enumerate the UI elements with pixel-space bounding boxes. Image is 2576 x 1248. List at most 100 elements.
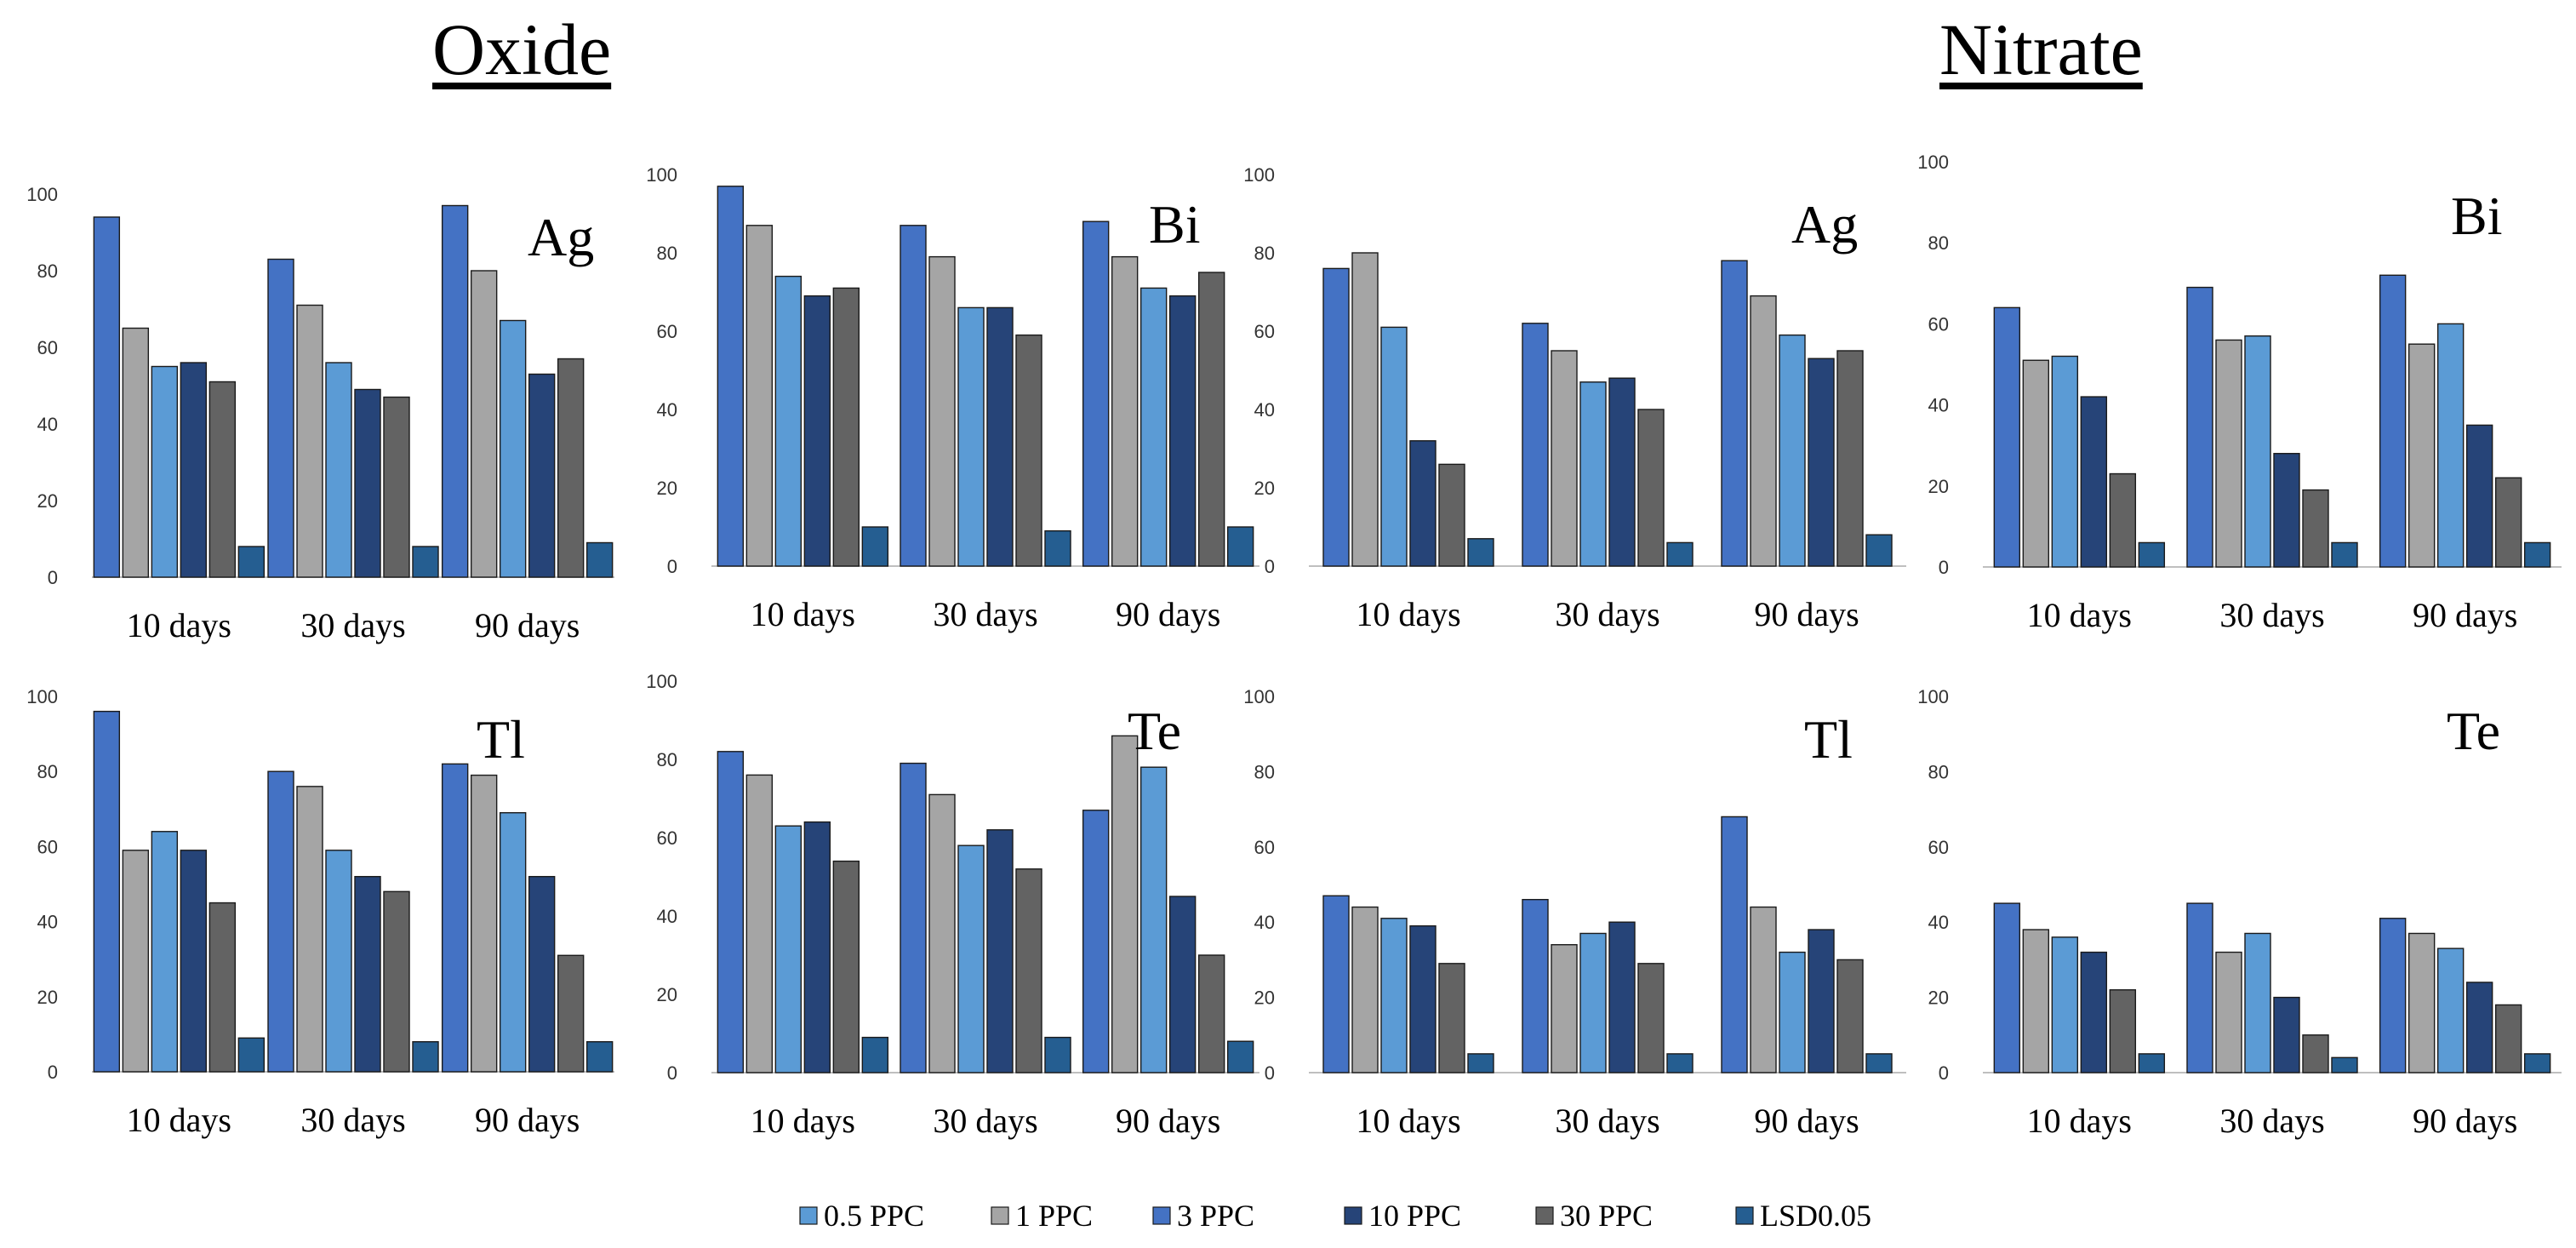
- bar-30-ppc-30-days: [1015, 868, 1042, 1073]
- bar-lsd0-05-90-days: [585, 541, 614, 578]
- bar-30-ppc-10-days: [1438, 463, 1465, 567]
- element-label: Te: [1128, 701, 1181, 761]
- x-category-label: 30 days: [300, 606, 405, 644]
- bar-0-5-ppc-10-days: [151, 831, 179, 1073]
- chart-panel-nitrate-bi: 0 20 40 60 80 100 10 days 30 days 90 days Bi: [1917, 152, 2562, 634]
- element-label: Te: [2447, 701, 2500, 761]
- y-tick-label: 80: [1254, 761, 1275, 782]
- bar-30-ppc-30-days: [383, 890, 410, 1073]
- bar-lsd0-05-90-days: [1865, 534, 1893, 567]
- nitrate-section-title: Nitrate: [1939, 9, 2143, 90]
- y-tick-label: 20: [1254, 988, 1275, 1009]
- x-category-label: 10 days: [1356, 595, 1460, 633]
- bar-0-5-ppc-10-days: [2051, 936, 2079, 1073]
- legend-item-label: 30 PPC: [1560, 1199, 1653, 1233]
- bar-30-ppc-10-days: [1438, 963, 1465, 1073]
- bar-lsd0-05-90-days: [585, 1041, 614, 1073]
- bar-10-ppc-10-days: [803, 821, 831, 1073]
- x-category-label: 10 days: [1356, 1102, 1460, 1140]
- bar-3-ppc-30-days: [900, 225, 927, 567]
- bar-0-5-ppc-30-days: [1579, 932, 1607, 1073]
- legend-item-label: LSD0.05: [1760, 1199, 1871, 1233]
- bar-10-ppc-90-days: [1168, 896, 1197, 1073]
- bar-0-5-ppc-90-days: [1779, 951, 1806, 1073]
- bar-30-ppc-90-days: [2494, 1004, 2522, 1073]
- bar-0-5-ppc-30-days: [325, 362, 352, 578]
- bar-0-5-ppc-10-days: [151, 365, 179, 578]
- chart-panel-oxide-bi: 0 20 40 60 80 100 10 days 30 days 90 days Bi: [646, 164, 1259, 633]
- bar-0-5-ppc-10-days: [774, 275, 803, 567]
- bar-3-ppc-30-days: [267, 770, 294, 1073]
- bar-30-ppc-10-days: [208, 902, 237, 1073]
- bar-0-5-ppc-90-days: [2436, 947, 2465, 1073]
- bar-1-ppc-30-days: [296, 304, 323, 578]
- bar-lsd0-05-90-days: [1226, 1040, 1254, 1073]
- bar-1-ppc-10-days: [745, 774, 774, 1073]
- x-category-label: 90 days: [2413, 1102, 2517, 1140]
- bar-lsd0-05-10-days: [1467, 538, 1494, 567]
- bar-1-ppc-30-days: [2215, 339, 2242, 568]
- legend-swatch: [991, 1206, 1009, 1225]
- bar-10-ppc-10-days: [180, 850, 208, 1073]
- bar-lsd0-05-10-days: [861, 1036, 889, 1073]
- bar-10-ppc-10-days: [803, 295, 831, 567]
- bar-0-5-ppc-90-days: [499, 319, 527, 578]
- chart-panel-oxide-te: 0 20 40 60 80 100 10 days 30 days 90 days Te: [646, 671, 1259, 1140]
- bar-1-ppc-10-days: [122, 850, 150, 1073]
- x-category-label: 90 days: [1754, 595, 1859, 633]
- element-label: Ag: [1791, 194, 1858, 255]
- bar-10-ppc-10-days: [1409, 925, 1437, 1073]
- bar-3-ppc-90-days: [1721, 816, 1748, 1073]
- bar-1-ppc-10-days: [745, 225, 774, 567]
- bar-1-ppc-30-days: [928, 793, 956, 1073]
- bar-3-ppc-10-days: [1993, 306, 2021, 568]
- chart-panel-nitrate-tl: 0 20 40 60 80 100 10 days 30 days 90 days Tl: [1243, 686, 1906, 1140]
- y-tick-label: 100: [646, 671, 677, 692]
- bar-10-ppc-30-days: [2273, 996, 2300, 1073]
- bar-0-5-ppc-30-days: [957, 844, 985, 1073]
- y-tick-label: 60: [1254, 837, 1275, 858]
- y-tick-label: 100: [26, 686, 58, 707]
- bar-3-ppc-30-days: [1522, 323, 1549, 567]
- x-category-label: 30 days: [300, 1101, 405, 1139]
- bar-0-5-ppc-30-days: [1579, 381, 1607, 567]
- bar-3-ppc-10-days: [93, 710, 121, 1073]
- bar-10-ppc-30-days: [986, 829, 1014, 1073]
- y-tick-label: 40: [657, 906, 677, 927]
- legend-swatch: [1735, 1206, 1754, 1225]
- bar-0-5-ppc-10-days: [1380, 326, 1408, 567]
- bar-lsd0-05-30-days: [1044, 530, 1071, 567]
- y-tick-label: 40: [657, 399, 677, 421]
- oxide-section-title: Oxide: [432, 9, 612, 90]
- x-category-label: 30 days: [2219, 596, 2324, 634]
- bar-10-ppc-90-days: [1808, 929, 1835, 1073]
- bar-0-5-ppc-90-days: [2436, 323, 2465, 568]
- y-tick-label: 60: [37, 836, 58, 857]
- bar-30-ppc-90-days: [557, 954, 585, 1073]
- bar-lsd0-05-10-days: [237, 1037, 266, 1073]
- bar-3-ppc-90-days: [441, 204, 469, 578]
- y-tick-label: 60: [37, 337, 58, 358]
- bar-lsd0-05-90-days: [1226, 526, 1254, 567]
- y-tick-label: 60: [1928, 313, 1949, 335]
- element-label: Bi: [2451, 186, 2502, 246]
- bar-lsd0-05-90-days: [2523, 541, 2551, 568]
- bar-1-ppc-30-days: [1551, 944, 1578, 1073]
- bar-30-ppc-30-days: [1637, 409, 1665, 567]
- y-tick-label: 100: [1243, 164, 1275, 186]
- bar-3-ppc-90-days: [2379, 274, 2407, 568]
- bar-30-ppc-30-days: [1637, 963, 1665, 1073]
- legend-swatch: [799, 1206, 818, 1225]
- bar-lsd0-05-30-days: [2331, 541, 2358, 568]
- x-category-label: 90 days: [1754, 1102, 1859, 1140]
- bar-30-ppc-10-days: [2109, 989, 2137, 1073]
- y-tick-label: 20: [657, 984, 677, 1005]
- y-tick-label: 80: [1928, 761, 1949, 782]
- legend-swatch: [1535, 1206, 1554, 1225]
- x-category-label: 30 days: [933, 595, 1037, 633]
- bar-lsd0-05-10-days: [237, 546, 266, 578]
- bar-10-ppc-90-days: [1168, 295, 1197, 567]
- bar-1-ppc-90-days: [1111, 255, 1139, 567]
